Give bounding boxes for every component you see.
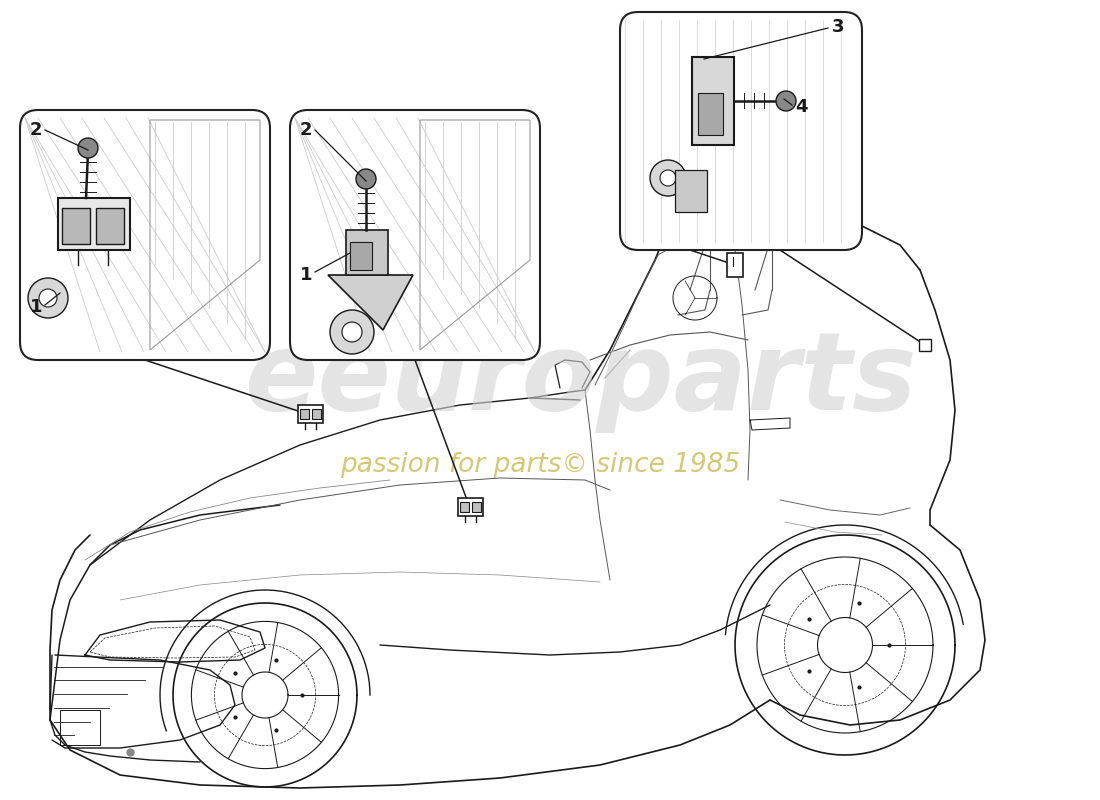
Text: 4: 4 <box>795 98 807 116</box>
Circle shape <box>660 170 676 186</box>
Circle shape <box>39 289 57 307</box>
Circle shape <box>78 138 98 158</box>
Bar <box>460 502 469 512</box>
Bar <box>350 242 372 270</box>
Bar <box>692 57 734 145</box>
Text: 2: 2 <box>300 121 312 139</box>
Text: 1: 1 <box>300 266 312 284</box>
FancyBboxPatch shape <box>290 110 540 360</box>
Circle shape <box>330 310 374 354</box>
Bar <box>472 502 481 512</box>
Polygon shape <box>328 275 412 330</box>
Bar <box>458 498 483 516</box>
Circle shape <box>28 278 68 318</box>
Text: passion for parts© since 1985: passion for parts© since 1985 <box>340 452 740 478</box>
Bar <box>96 208 124 244</box>
Circle shape <box>356 169 376 189</box>
Bar <box>346 230 388 275</box>
Text: 3: 3 <box>832 18 845 36</box>
Bar <box>62 208 90 244</box>
Text: 1: 1 <box>30 298 43 316</box>
Bar <box>727 253 742 277</box>
Circle shape <box>650 160 686 196</box>
Bar <box>300 409 309 419</box>
FancyBboxPatch shape <box>620 12 862 250</box>
Bar <box>58 198 130 250</box>
Circle shape <box>342 322 362 342</box>
Text: eeuroparts: eeuroparts <box>244 327 916 433</box>
Bar <box>298 405 323 423</box>
FancyBboxPatch shape <box>20 110 270 360</box>
Circle shape <box>776 91 796 111</box>
Bar <box>312 409 321 419</box>
Bar <box>698 93 723 135</box>
Bar <box>675 170 707 212</box>
Text: 2: 2 <box>30 121 43 139</box>
Bar <box>918 339 931 351</box>
